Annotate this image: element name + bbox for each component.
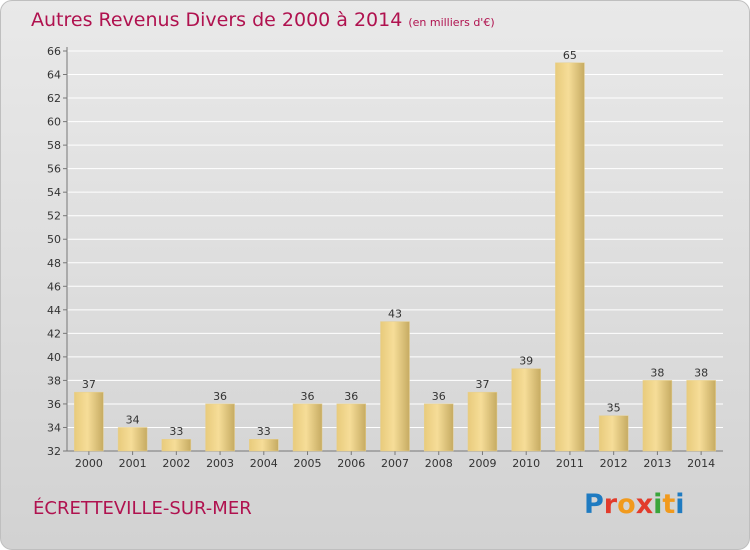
x-tick-label: 2013	[643, 457, 671, 470]
data-label-2007: 43	[388, 308, 402, 321]
y-tick-label: 38	[47, 374, 61, 387]
data-labels: 37 34 33 36 33 36 36 43 36 37 39 65 35 38 38	[82, 49, 708, 438]
x-tick-label: 2014	[687, 457, 715, 470]
y-tick-label: 66	[47, 45, 61, 58]
bar-2010	[511, 368, 541, 452]
bar-2008	[423, 403, 454, 452]
y-tick-label: 32	[47, 445, 61, 458]
x-tick-label: 2002	[162, 457, 190, 470]
y-tick-label: 56	[47, 163, 61, 176]
y-tick-label: 42	[47, 327, 61, 340]
data-label-2005: 36	[301, 390, 315, 403]
y-tick-label: 46	[47, 280, 61, 293]
y-tick-label: 36	[47, 398, 61, 411]
y-tick-label: 52	[47, 210, 61, 223]
data-label-2009: 37	[475, 378, 489, 391]
data-label-2010: 39	[519, 355, 533, 368]
data-label-2002: 33	[169, 425, 183, 438]
data-label-2008: 36	[432, 390, 446, 403]
x-tick-label: 2003	[206, 457, 234, 470]
x-tick-label: 2011	[556, 457, 584, 470]
y-tick-label: 62	[47, 92, 61, 105]
chart-title: Autres Revenus Divers de 2000 à 2014 (en …	[31, 9, 495, 31]
data-label-2011: 65	[563, 49, 577, 62]
data-label-2001: 34	[126, 413, 140, 426]
bar-2004	[249, 438, 279, 452]
bar-2005	[292, 403, 323, 452]
bar-2014	[686, 380, 716, 452]
y-tick-label: 48	[47, 257, 61, 270]
data-label-2014: 38	[694, 366, 708, 379]
y-tick-label: 64	[47, 69, 61, 82]
bar-2011	[555, 62, 585, 452]
bar-2007	[380, 321, 410, 452]
bar-2001	[117, 427, 148, 452]
x-tick-label: 2004	[250, 457, 278, 470]
y-tick-label: 34	[47, 421, 61, 434]
data-label-2012: 35	[607, 402, 621, 415]
data-label-2003: 36	[213, 390, 227, 403]
x-tick-label: 2001	[119, 457, 147, 470]
x-tick-label: 2006	[337, 457, 365, 470]
chart-unit-label: (en milliers d'€)	[408, 16, 495, 29]
bar-2012	[598, 415, 629, 452]
y-tick-label: 40	[47, 351, 61, 364]
x-tick-label: 2010	[512, 457, 540, 470]
x-tick-label: 2009	[468, 457, 496, 470]
y-tick-label: 44	[47, 304, 61, 317]
y-tick-label: 58	[47, 139, 61, 152]
bar-2013	[642, 380, 673, 452]
bar-2000	[74, 391, 104, 452]
x-tick-label: 2005	[294, 457, 322, 470]
axes: 32 34 36 38 40 42 44 46 48 50 52 54 56 58 60 62 64 66 2000…	[47, 45, 723, 470]
proxiti-logo: Proxiti	[584, 489, 685, 520]
y-tick-label: 50	[47, 233, 61, 246]
data-label-2013: 38	[650, 366, 664, 379]
bar-2003	[205, 403, 235, 452]
data-label-2004: 33	[257, 425, 271, 438]
bars	[74, 62, 716, 452]
commune-name: ÉCRETTEVILLE-SUR-MER	[33, 498, 252, 519]
bar-2006	[336, 403, 367, 452]
data-label-2006: 36	[344, 390, 358, 403]
bar-2002	[161, 438, 192, 452]
data-label-2000: 37	[82, 378, 96, 391]
y-tick-label: 60	[47, 116, 61, 129]
bar-2009	[467, 391, 498, 452]
x-tick-label: 2012	[600, 457, 628, 470]
chart-title-text: Autres Revenus Divers de 2000 à 2014	[31, 9, 403, 31]
y-tick-label: 54	[47, 186, 61, 199]
x-tick-label: 2008	[425, 457, 453, 470]
x-tick-label: 2007	[381, 457, 409, 470]
x-tick-label: 2000	[75, 457, 103, 470]
